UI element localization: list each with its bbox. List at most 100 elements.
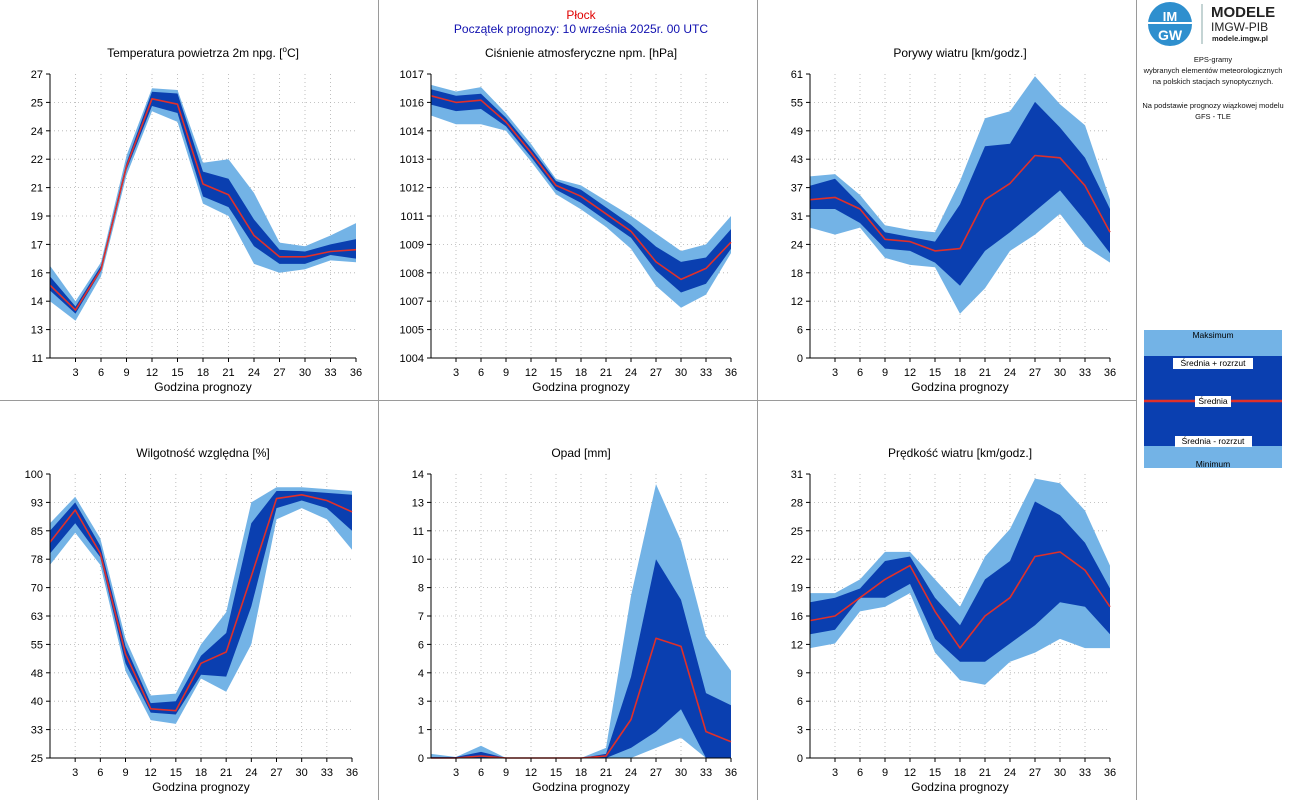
legend-mean: Średnia bbox=[1198, 395, 1228, 406]
y-tick-label: 1008 bbox=[400, 268, 424, 280]
y-tick-label: 16 bbox=[31, 268, 43, 280]
y-tick-label: 19 bbox=[791, 583, 803, 595]
x-axis-label: Godzina prognozy bbox=[532, 380, 629, 394]
y-tick-label: 49 bbox=[791, 126, 803, 138]
x-tick-label: 21 bbox=[220, 767, 232, 779]
info-line-2: wybranych elementów meteorologicznych bbox=[1143, 66, 1283, 75]
x-tick-label: 27 bbox=[273, 367, 285, 379]
chart-title: Ciśnienie atmosferyczne npm. [hPa] bbox=[485, 46, 677, 60]
y-tick-label: 9 bbox=[797, 668, 803, 680]
chart-title: Opad [mm] bbox=[551, 446, 610, 460]
logo-mark-top: IM bbox=[1163, 9, 1177, 24]
band-min-max bbox=[50, 487, 352, 724]
x-tick-label: 15 bbox=[550, 367, 562, 379]
y-tick-label: 61 bbox=[791, 69, 803, 81]
y-tick-label: 17 bbox=[31, 239, 43, 251]
charts-group: Temperatura powietrza 2m npg. [oC]111314… bbox=[25, 45, 1116, 794]
x-tick-label: 9 bbox=[882, 367, 888, 379]
y-tick-label: 12 bbox=[791, 296, 803, 308]
logo-subtitle: IMGW-PIB bbox=[1211, 20, 1268, 34]
y-tick-label: 13 bbox=[412, 497, 424, 509]
info-line-5: GFS - TLE bbox=[1195, 112, 1231, 121]
x-tick-label: 3 bbox=[72, 767, 78, 779]
y-tick-label: 55 bbox=[791, 97, 803, 109]
y-tick-label: 43 bbox=[791, 154, 803, 166]
x-tick-label: 24 bbox=[625, 767, 637, 779]
y-tick-label: 19 bbox=[31, 211, 43, 223]
x-tick-label: 6 bbox=[478, 367, 484, 379]
forecast-start: Początek prognozy: 10 września 2025r. 00… bbox=[454, 22, 708, 36]
x-tick-label: 21 bbox=[600, 767, 612, 779]
legend-min: Minimum bbox=[1196, 459, 1230, 469]
legend-mean-plus: Średnia + rozrzut bbox=[1181, 357, 1247, 368]
x-tick-label: 27 bbox=[1029, 367, 1041, 379]
info-text: EPS-gramy wybranych elementów meteorolog… bbox=[1142, 55, 1283, 121]
x-tick-label: 9 bbox=[503, 767, 509, 779]
x-tick-label: 3 bbox=[832, 767, 838, 779]
x-tick-label: 6 bbox=[857, 367, 863, 379]
y-tick-label: 14 bbox=[412, 469, 424, 481]
y-tick-label: 1009 bbox=[400, 239, 424, 251]
x-tick-label: 36 bbox=[725, 767, 737, 779]
x-tick-label: 9 bbox=[882, 767, 888, 779]
y-tick-label: 22 bbox=[791, 554, 803, 566]
x-tick-label: 15 bbox=[550, 767, 562, 779]
info-line-3: na polskich stacjach synoptycznych. bbox=[1153, 77, 1273, 86]
x-tick-label: 24 bbox=[245, 767, 257, 779]
x-tick-label: 24 bbox=[625, 367, 637, 379]
y-tick-label: 1013 bbox=[400, 154, 424, 166]
band-spread bbox=[431, 89, 731, 293]
x-tick-label: 18 bbox=[195, 767, 207, 779]
info-line-1: EPS-gramy bbox=[1194, 55, 1233, 64]
x-tick-label: 12 bbox=[525, 367, 537, 379]
x-tick-label: 36 bbox=[725, 367, 737, 379]
legend-mean-minus-label-bg bbox=[1175, 436, 1252, 447]
x-tick-label: 15 bbox=[929, 767, 941, 779]
y-tick-label: 21 bbox=[31, 183, 43, 195]
legend-min-label-bg bbox=[1190, 458, 1236, 468]
x-tick-label: 36 bbox=[1104, 367, 1116, 379]
x-tick-label: 12 bbox=[146, 367, 158, 379]
x-tick-label: 30 bbox=[1054, 367, 1066, 379]
y-tick-label: 100 bbox=[25, 469, 43, 481]
x-tick-label: 9 bbox=[503, 367, 509, 379]
chart-3: Porywy wiatru [km/godz.] 0 6 12 18 24 31 37 43 49… bbox=[791, 46, 1116, 394]
y-tick-label: 7 bbox=[418, 611, 424, 623]
y-tick-label: 1004 bbox=[400, 353, 424, 365]
logo-url: modele.imgw.pl bbox=[1212, 34, 1268, 43]
x-tick-label: 24 bbox=[248, 367, 260, 379]
info-line-4: Na podstawie prognozy wiązkowej modelu bbox=[1142, 101, 1283, 110]
x-tick-label: 12 bbox=[904, 367, 916, 379]
station-name: Płock bbox=[566, 8, 596, 22]
y-tick-label: 27 bbox=[31, 69, 43, 81]
y-tick-label: 78 bbox=[31, 554, 43, 566]
x-tick-label: 36 bbox=[350, 367, 362, 379]
x-tick-label: 33 bbox=[1079, 767, 1091, 779]
band-spread bbox=[50, 91, 356, 314]
x-tick-label: 18 bbox=[575, 367, 587, 379]
x-tick-label: 9 bbox=[123, 367, 129, 379]
x-tick-label: 33 bbox=[700, 367, 712, 379]
chart-title: Porywy wiatru [km/godz.] bbox=[893, 46, 1026, 60]
y-tick-label: 11 bbox=[413, 526, 424, 538]
y-tick-label: 24 bbox=[791, 239, 803, 251]
x-tick-label: 24 bbox=[1004, 367, 1016, 379]
y-tick-label: 3 bbox=[418, 696, 424, 708]
x-tick-label: 30 bbox=[296, 767, 308, 779]
x-tick-label: 15 bbox=[929, 367, 941, 379]
y-tick-label: 8 bbox=[418, 583, 424, 595]
x-tick-label: 30 bbox=[1054, 767, 1066, 779]
y-tick-label: 18 bbox=[791, 268, 803, 280]
y-tick-label: 14 bbox=[31, 296, 43, 308]
x-tick-label: 30 bbox=[675, 767, 687, 779]
x-tick-label: 21 bbox=[222, 367, 234, 379]
x-tick-label: 33 bbox=[324, 367, 336, 379]
band-spread bbox=[810, 501, 1110, 662]
x-tick-label: 18 bbox=[954, 367, 966, 379]
x-tick-label: 6 bbox=[98, 367, 104, 379]
y-tick-label: 10 bbox=[412, 554, 424, 566]
x-axis-label: Godzina prognozy bbox=[911, 380, 1008, 394]
x-tick-label: 18 bbox=[575, 767, 587, 779]
y-tick-label: 55 bbox=[31, 639, 43, 651]
